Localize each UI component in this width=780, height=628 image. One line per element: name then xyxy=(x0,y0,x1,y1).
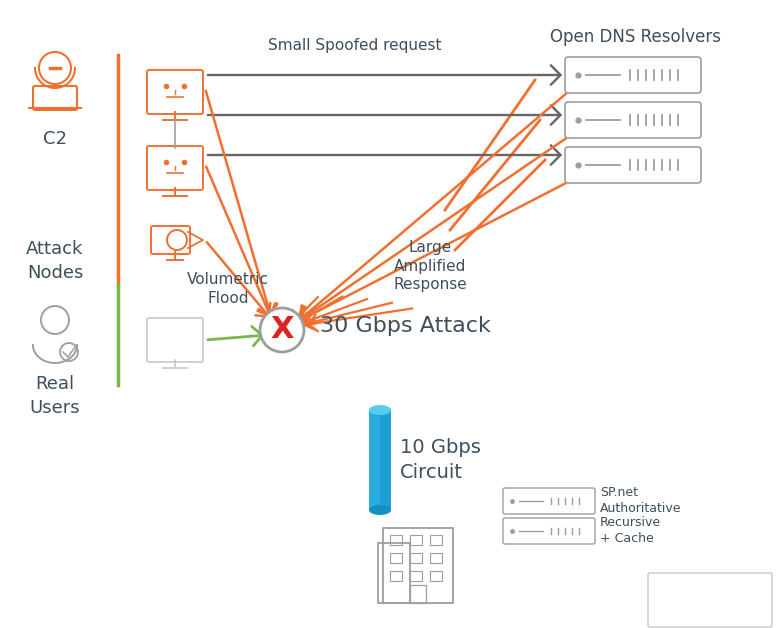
Circle shape xyxy=(260,308,304,352)
Text: Volumetric
Flood: Volumetric Flood xyxy=(187,272,269,306)
Bar xyxy=(369,410,391,510)
Bar xyxy=(410,535,422,545)
Text: Large
Amplified
Response: Large Amplified Response xyxy=(393,240,467,292)
Text: Attack
Nodes: Attack Nodes xyxy=(27,240,83,281)
Bar xyxy=(380,410,391,510)
Ellipse shape xyxy=(369,505,391,515)
Text: Recursive
+ Cache: Recursive + Cache xyxy=(600,516,661,546)
Bar xyxy=(410,585,426,602)
Bar xyxy=(410,571,422,581)
Circle shape xyxy=(60,343,78,361)
Text: C2: C2 xyxy=(43,130,67,148)
Ellipse shape xyxy=(369,405,391,415)
Text: Real
Users: Real Users xyxy=(30,375,80,416)
Bar xyxy=(430,535,442,545)
Bar xyxy=(378,543,410,602)
Text: 30 Gbps Attack: 30 Gbps Attack xyxy=(320,316,491,336)
Text: SP.net
Authoritative: SP.net Authoritative xyxy=(600,487,682,516)
Bar xyxy=(390,535,402,545)
Bar xyxy=(390,553,402,563)
Bar xyxy=(390,571,402,581)
Text: X: X xyxy=(270,315,294,345)
Bar xyxy=(430,571,442,581)
Bar xyxy=(410,553,422,563)
Text: Small Spoofed request: Small Spoofed request xyxy=(268,38,441,53)
Text: 10 Gbps
Circuit: 10 Gbps Circuit xyxy=(400,438,481,482)
Bar xyxy=(383,528,453,602)
Bar xyxy=(430,553,442,563)
Text: Open DNS Resolvers: Open DNS Resolvers xyxy=(549,28,721,46)
